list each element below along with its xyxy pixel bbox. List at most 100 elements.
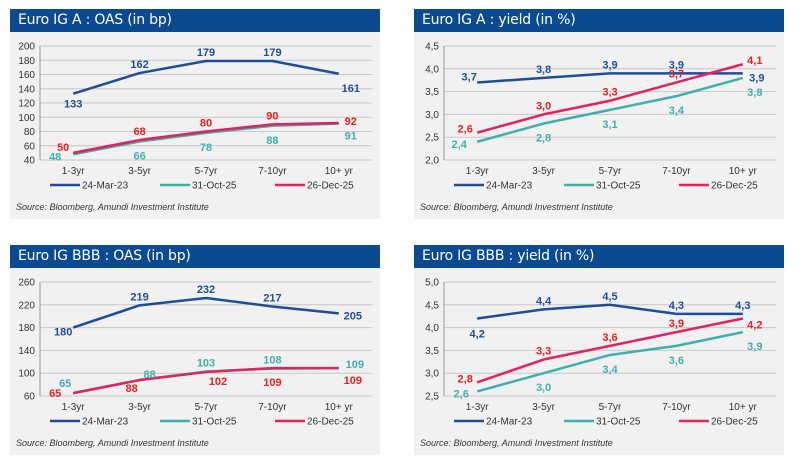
data-label: 162	[130, 59, 148, 71]
data-label: 92	[345, 116, 357, 128]
series-26-dec-25-line	[72, 366, 339, 395]
data-label: 3,4	[602, 364, 618, 376]
x-tick-label: 5-7yr	[195, 166, 218, 177]
legend-label: 31-Oct-25	[596, 417, 641, 428]
y-tick-label: 4,0	[425, 64, 439, 75]
x-tick-label: 5-7yr	[195, 402, 218, 413]
chart-panel-ig-bbb-oas: Euro IG BBB : OAS (in bp) 60 100 140 180 220…	[10, 245, 380, 455]
data-label: 65	[59, 378, 71, 390]
data-label: 88	[266, 135, 278, 147]
x-tick-label: 7-10yr	[258, 166, 287, 177]
data-label: 180	[54, 327, 72, 339]
data-label: 88	[143, 369, 155, 381]
chart-title: Euro IG BBB : yield (in %)	[414, 245, 784, 268]
y-tick-label: 120	[18, 99, 35, 110]
chart-panel-ig-a-yield: Euro IG A : yield (in %) 2,0 2,5 3,0 3,5 4,0…	[414, 9, 784, 219]
series-26-dec-25-line	[72, 121, 339, 155]
series-26-dec-25-line	[476, 63, 744, 134]
chart-title: Euro IG BBB : OAS (in bp)	[10, 245, 380, 268]
data-label: 217	[263, 293, 281, 305]
source-note: Source: Bloomberg, Amundi Investment Ins…	[16, 202, 209, 212]
data-label: 3,3	[536, 346, 551, 358]
data-label: 2,4	[452, 139, 468, 151]
data-label: 88	[125, 383, 137, 395]
data-label: 3,9	[749, 72, 764, 84]
data-label: 90	[266, 110, 278, 122]
data-label: 4,3	[669, 300, 684, 312]
y-tick-label: 140	[18, 346, 35, 357]
legend-label: 26-Dec-25	[307, 417, 354, 428]
chart-panel-ig-bbb-yield: Euro IG BBB : yield (in %) 2,5 3,0 3,5 4,0 4…	[414, 245, 784, 455]
legend-label: 24-Mar-23	[486, 181, 533, 192]
x-tick-label: 5-7yr	[599, 402, 622, 413]
data-label: 2,6	[458, 124, 473, 136]
data-label: 3,6	[669, 355, 684, 367]
series-24-mar-23-line	[477, 72, 743, 84]
legend-label: 31-Oct-25	[192, 417, 237, 428]
y-tick-label: 3,0	[425, 110, 439, 121]
legend-label: 31-Oct-25	[192, 181, 237, 192]
y-tick-label: 200	[18, 42, 35, 53]
y-tick-label: 60	[24, 392, 36, 403]
data-label: 3,7	[462, 71, 477, 83]
data-label: 205	[344, 310, 362, 322]
legend-label: 26-Dec-25	[711, 417, 758, 428]
data-label: 109	[346, 359, 364, 371]
data-label: 3,4	[669, 105, 685, 117]
source-note: Source: Bloomberg, Amundi Investment Ins…	[420, 438, 613, 448]
data-label: 4,5	[602, 291, 617, 303]
data-label: 3,9	[669, 318, 684, 330]
data-label: 3,9	[669, 59, 684, 71]
data-label: 50	[57, 142, 69, 154]
data-label: 3,9	[602, 59, 617, 71]
y-tick-label: 40	[24, 156, 36, 167]
data-label: 3,3	[602, 87, 617, 99]
line-chart: 2,0 2,5 3,0 3,5 4,0 4,5 1-3yr 3-5yr 5-7yr 7-10yr 1…	[420, 42, 776, 212]
y-tick-label: 2,5	[425, 392, 439, 403]
data-label: 219	[130, 291, 148, 303]
x-tick-label: 1-3yr	[466, 166, 489, 177]
data-label: 3,7	[669, 68, 684, 80]
data-label: 133	[64, 99, 82, 111]
y-tick-label: 180	[18, 56, 35, 67]
data-label: 2,8	[458, 373, 473, 385]
legend-label: 24-Mar-23	[486, 417, 533, 428]
y-tick-label: 140	[18, 84, 35, 95]
y-tick-label: 80	[24, 127, 36, 138]
data-label: 48	[49, 151, 61, 163]
legend-label: 24-Mar-23	[82, 181, 129, 192]
data-label: 3,8	[747, 87, 762, 99]
y-tick-label: 4,5	[425, 42, 439, 53]
data-label: 4,3	[735, 300, 750, 312]
x-tick-label: 10+ yr	[729, 166, 758, 177]
data-label: 2,6	[454, 388, 469, 400]
x-tick-label: 10+ yr	[729, 402, 758, 413]
data-label: 3,1	[602, 119, 617, 131]
y-tick-label: 2,5	[425, 133, 439, 144]
x-tick-label: 3-5yr	[532, 166, 555, 177]
data-label: 102	[209, 376, 227, 388]
y-tick-label: 4,5	[425, 300, 439, 311]
y-tick-label: 100	[18, 113, 35, 124]
data-label: 232	[197, 284, 215, 296]
chart-panel-ig-a-oas: Euro IG A : OAS (in bp) 40 60 80 100 120 140 1…	[10, 9, 380, 219]
x-tick-label: 7-10yr	[662, 166, 691, 177]
source-note: Source: Bloomberg, Amundi Investment Ins…	[16, 438, 209, 448]
series-24-mar-23-line	[72, 59, 340, 95]
y-tick-label: 3,5	[425, 87, 439, 98]
y-tick-label: 160	[18, 70, 35, 81]
data-label: 4,2	[747, 319, 762, 331]
y-tick-label: 60	[24, 141, 36, 152]
y-tick-label: 220	[18, 300, 35, 311]
y-tick-label: 3,0	[425, 369, 439, 380]
chart-title: Euro IG A : yield (in %)	[414, 9, 784, 32]
y-tick-label: 180	[18, 323, 35, 334]
data-label: 65	[49, 388, 61, 400]
data-label: 109	[263, 377, 281, 389]
data-label: 3,0	[536, 100, 551, 112]
data-label: 66	[133, 150, 145, 162]
data-label: 78	[200, 142, 212, 154]
x-tick-label: 1-3yr	[62, 402, 85, 413]
source-note: Source: Bloomberg, Amundi Investment Ins…	[420, 202, 613, 212]
data-label: 108	[263, 355, 281, 367]
